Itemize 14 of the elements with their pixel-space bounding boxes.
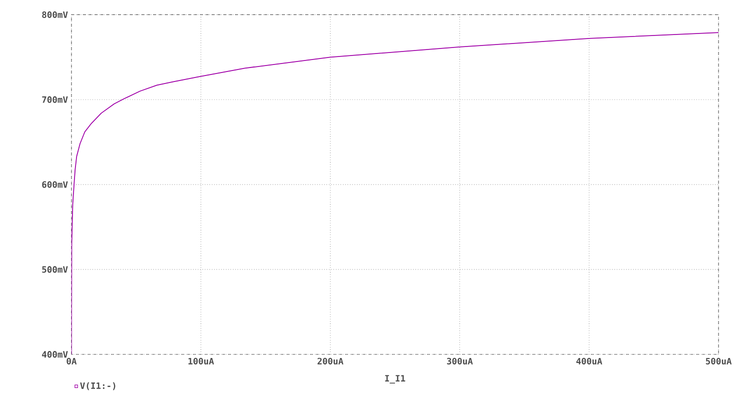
y-tick-label: 500mV — [42, 266, 68, 273]
x-axis-title: I_I1 — [385, 374, 406, 384]
y-tick-label: 800mV — [42, 11, 68, 18]
x-tick-label: 200uA — [318, 358, 344, 364]
y-tick-label: 600mV — [42, 181, 68, 188]
y-tick-label: 400mV — [42, 350, 68, 358]
x-tick-label: 100uA — [188, 358, 214, 364]
y-tick-label: 700mV — [42, 96, 68, 103]
legend-label: V(I1:-) — [80, 382, 116, 390]
x-tick-label: 300uA — [447, 358, 473, 364]
x-tick-label: 500uA — [706, 358, 732, 364]
x-tick-label: 0A — [66, 358, 77, 364]
line-series — [71, 32, 719, 354]
x-tick-label: 400uA — [576, 358, 602, 364]
